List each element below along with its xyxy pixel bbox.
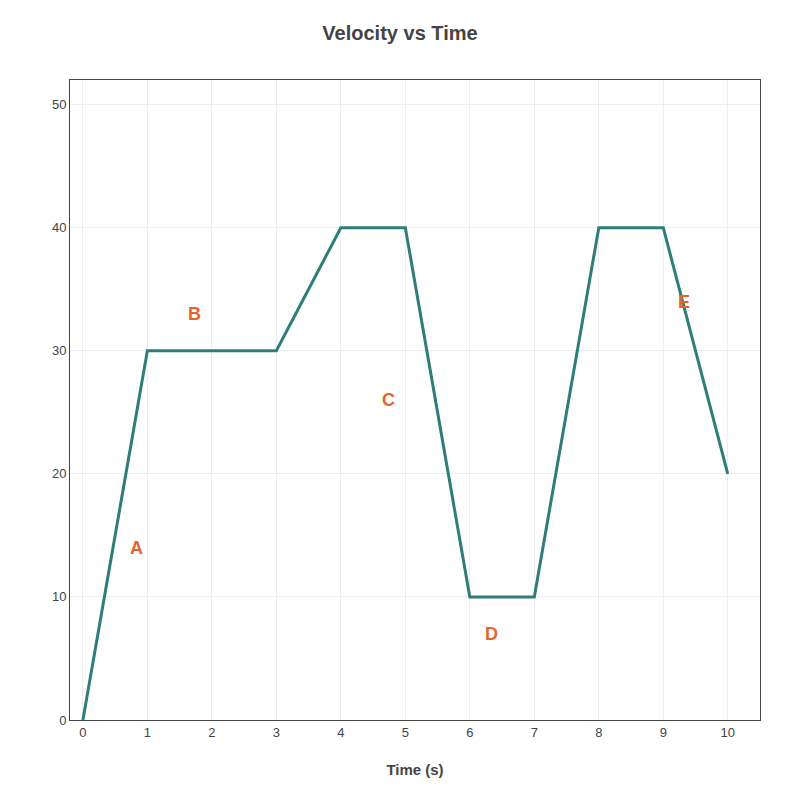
svg-text:30: 30 [52,343,66,358]
svg-text:5: 5 [402,725,409,740]
svg-text:B: B [188,304,201,324]
svg-text:Time (s): Time (s) [386,761,443,778]
svg-text:D: D [485,624,498,644]
svg-text:0: 0 [59,713,66,728]
svg-text:1: 1 [144,725,151,740]
svg-text:10: 10 [721,725,735,740]
svg-text:0: 0 [79,725,86,740]
svg-text:4: 4 [337,725,344,740]
svg-text:3: 3 [273,725,280,740]
svg-text:E: E [678,292,690,312]
svg-text:20: 20 [52,466,66,481]
svg-text:10: 10 [52,589,66,604]
svg-text:8: 8 [595,725,602,740]
svg-text:40: 40 [52,220,66,235]
svg-text:2: 2 [208,725,215,740]
svg-text:9: 9 [660,725,667,740]
svg-text:Velocity vs Time: Velocity vs Time [322,22,477,44]
svg-text:7: 7 [531,725,538,740]
svg-text:A: A [130,538,143,558]
svg-text:50: 50 [52,97,66,112]
svg-text:C: C [382,390,395,410]
svg-text:6: 6 [466,725,473,740]
